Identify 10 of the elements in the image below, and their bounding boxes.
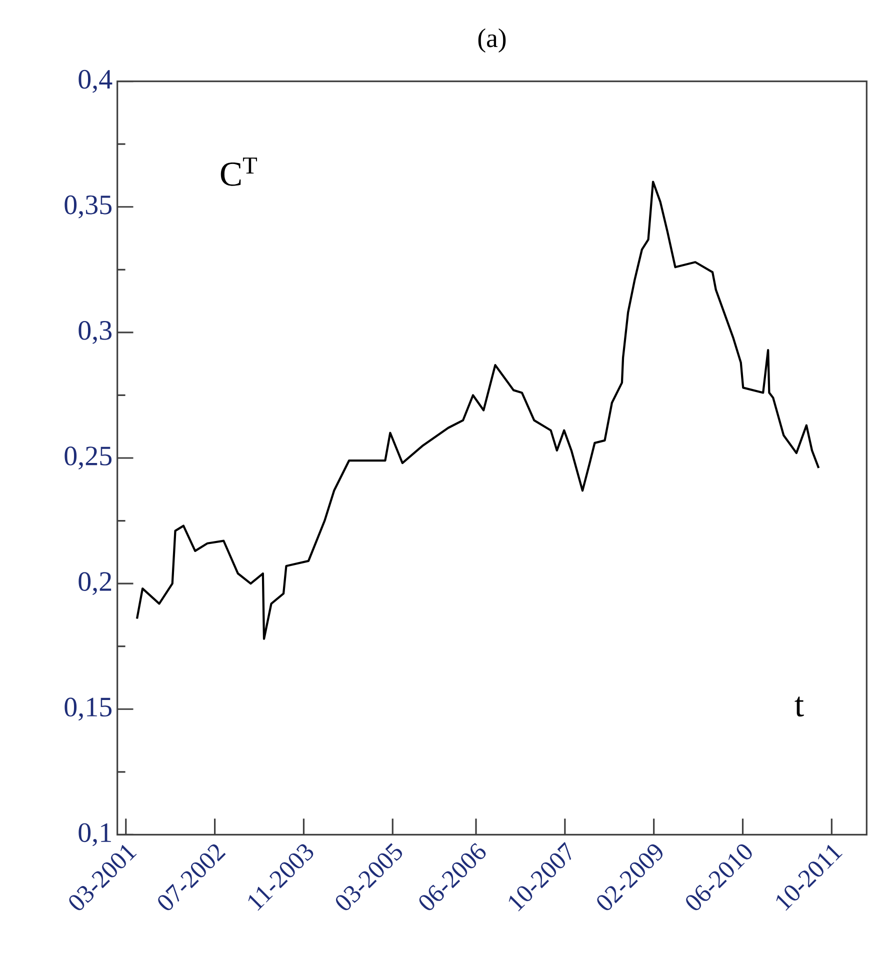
annotation: t [794, 696, 804, 717]
y-tick-label: 0,1 [78, 823, 112, 846]
y-tick-label: 0,35 [64, 195, 112, 218]
y-tick-label: 0,2 [78, 572, 112, 596]
y-tick-label: 0,4 [78, 70, 112, 93]
annotation: C$^{T}$ [221, 158, 258, 186]
y-tick-label: 0,15 [64, 698, 112, 721]
chart-title: (a) [478, 28, 506, 53]
y-tick-label: 0,25 [64, 446, 112, 470]
y-tick-label: 0,3 [78, 320, 112, 344]
